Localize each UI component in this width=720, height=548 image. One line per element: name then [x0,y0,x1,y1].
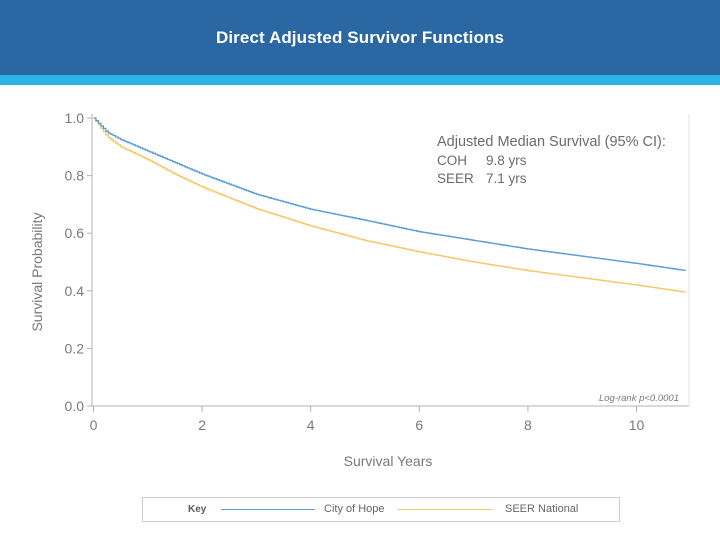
x-tick-label: 10 [629,417,645,433]
legend-swatch-seer-national [398,509,492,510]
y-tick-label: 0.2 [65,340,85,356]
y-tick-label: 0.4 [65,283,85,299]
chart-series [93,117,687,293]
series-line-seer-national [93,117,687,293]
y-tick-label: 0.6 [65,225,85,241]
y-tick-label: 1.0 [65,110,85,126]
legend-label-seer-national: SEER National [505,503,579,515]
series-line-city-of-hope [93,117,687,271]
page-title: Direct Adjusted Survivor Functions [215,28,505,47]
legend-label-city-of-hope: City of Hope [324,503,385,515]
legend-swatch-city-of-hope [221,509,315,510]
x-tick-label: 6 [415,417,423,433]
header-stripe [0,75,720,85]
x-tick-label: 2 [198,417,206,433]
logrank-pvalue: Log-rank p<0.0001 [599,393,679,404]
x-tick-label: 4 [307,417,315,433]
y-tick-label: 0.8 [65,168,85,184]
header-bar [0,0,720,75]
chart-axes: 0.0 0.2 0.4 0.6 0.8 1.0 0 2 4 6 8 10 [65,110,690,433]
seer-label: SEER [437,171,474,186]
legend-box: Key City of Hope SEER National [142,497,620,522]
coh-median-value: 9.8 yrs [486,153,527,168]
legend-key-label: Key [188,504,207,515]
median-survival-title: Adjusted Median Survival (95% CI): [437,134,666,150]
y-tick-label: 0.0 [65,398,85,414]
seer-median-value: 7.1 yrs [486,171,527,186]
coh-label: COH [437,153,467,168]
x-axis-label: Survival Years [344,453,433,469]
x-tick-label: 8 [524,417,532,433]
y-axis-label: Survival Probability [29,212,45,331]
chart-annotations: Adjusted Median Survival (95% CI): COH 9… [29,134,679,469]
x-tick-label: 0 [90,417,98,433]
